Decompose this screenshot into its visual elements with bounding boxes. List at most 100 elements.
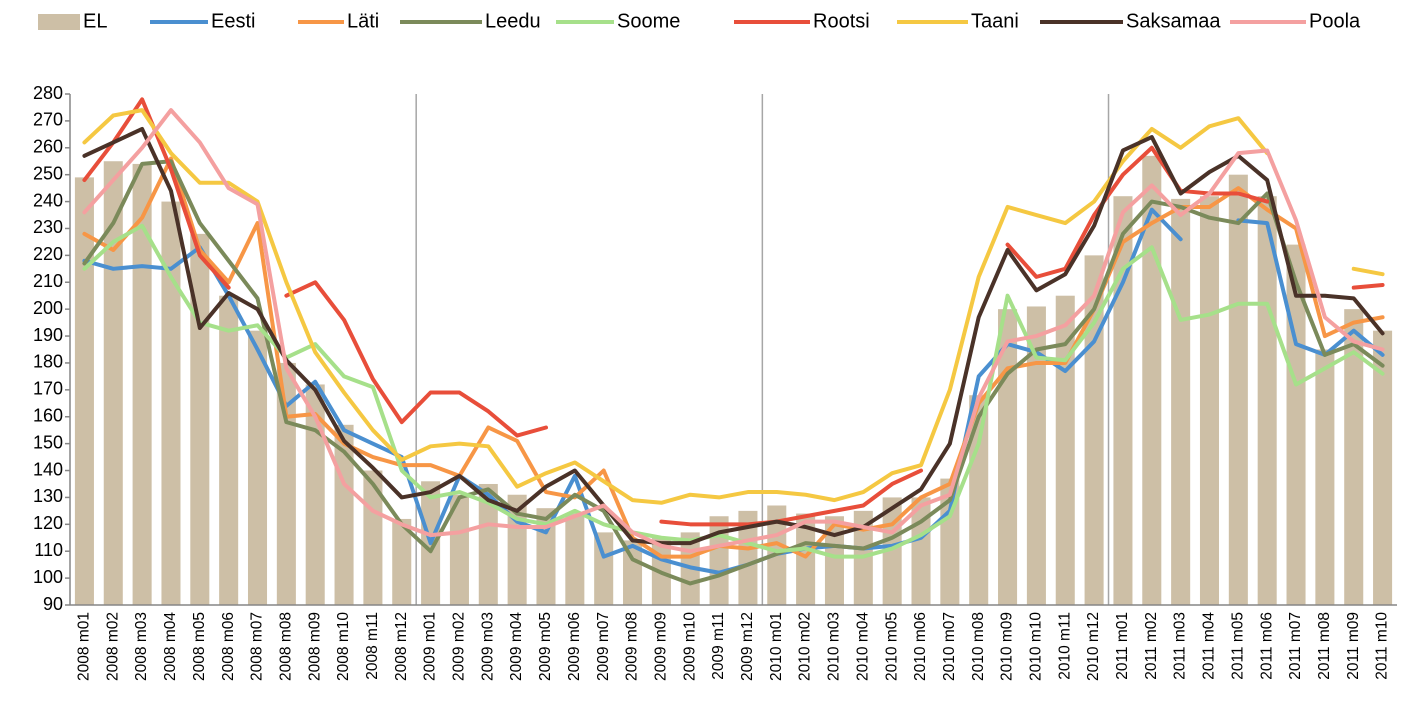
y-tick-label: 120 <box>33 513 63 533</box>
y-tick-label: 230 <box>33 217 63 237</box>
y-tick-label: 130 <box>33 486 63 506</box>
bar <box>940 478 960 605</box>
bar <box>1084 255 1104 606</box>
y-tick-label: 270 <box>33 110 63 130</box>
x-tick-label: 2011 m09 <box>1345 612 1362 680</box>
x-tick-label: 2010 m01 <box>768 612 785 681</box>
line <box>284 280 548 438</box>
line <box>82 223 1385 559</box>
legend-label: Rootsi <box>813 10 870 32</box>
line <box>82 126 1385 546</box>
x-tick-label: 2009 m01 <box>422 612 439 681</box>
bar <box>738 510 758 605</box>
line <box>1236 218 1385 357</box>
bar <box>190 233 210 605</box>
line <box>82 159 1385 586</box>
bar <box>74 177 94 605</box>
y-tick-label: 150 <box>33 432 63 452</box>
x-tick-label: 2011 m10 <box>1374 612 1391 680</box>
bar <box>824 516 844 605</box>
bar <box>247 330 268 605</box>
x-tick-label: 2010 m09 <box>999 612 1016 681</box>
bar <box>1344 309 1364 605</box>
y-tick-label: 260 <box>33 137 63 157</box>
legend-label: Eesti <box>211 10 255 32</box>
bar <box>1228 174 1248 605</box>
y-tick-label: 100 <box>33 567 63 587</box>
y-tick-label: 140 <box>33 459 63 479</box>
x-tick-label: 2009 m06 <box>566 612 583 681</box>
legend-label: Soome <box>617 10 680 32</box>
x-tick-label: 2009 m05 <box>537 612 554 681</box>
x-tick-label: 2011 m05 <box>1229 612 1246 680</box>
bar <box>565 513 585 605</box>
y-tick-label: 250 <box>33 163 63 183</box>
bar <box>305 384 325 605</box>
x-tick-label: 2008 m01 <box>76 612 93 681</box>
x-tick-label: 2008 m05 <box>191 612 208 681</box>
line <box>82 156 1385 559</box>
x-tick-label: 2011 m06 <box>1258 612 1275 680</box>
y-tick-label: 210 <box>33 271 63 291</box>
line <box>82 108 1385 554</box>
x-tick-label: 2011 m04 <box>1201 612 1218 680</box>
bar <box>1286 244 1306 605</box>
legend-label: Taani <box>971 10 1019 32</box>
bar <box>1055 295 1075 605</box>
x-tick-label: 2009 m10 <box>681 612 698 681</box>
bar <box>161 201 181 605</box>
x-tick-label: 2009 m08 <box>624 612 641 681</box>
x-tick-label: 2011 m07 <box>1287 612 1304 680</box>
bar <box>1026 306 1046 605</box>
line <box>1005 145 1270 279</box>
x-tick-label: 2010 m07 <box>941 612 958 681</box>
y-tick-label: 200 <box>33 298 63 318</box>
x-tick-label: 2008 m03 <box>133 612 150 681</box>
bar <box>478 483 498 605</box>
bar <box>796 513 816 605</box>
legend-swatch <box>38 14 80 30</box>
x-tick-label: 2010 m05 <box>883 612 900 681</box>
y-tick-label: 110 <box>34 540 63 560</box>
bar <box>1373 330 1393 605</box>
bar <box>594 532 614 605</box>
x-tick-label: 2010 m04 <box>854 612 871 681</box>
legend-label: Saksamaa <box>1126 10 1221 32</box>
legend-label: Läti <box>347 10 379 32</box>
line <box>1351 266 1385 277</box>
x-tick-label: 2009 m07 <box>595 612 612 681</box>
bar <box>103 161 123 605</box>
x-tick-label: 2011 m03 <box>1172 612 1189 680</box>
legend-label: Leedu <box>485 10 541 32</box>
bar <box>1142 155 1162 605</box>
bar <box>1315 349 1335 605</box>
bar <box>623 540 643 605</box>
x-tick-label: 2009 m03 <box>479 612 496 681</box>
legend-label: Poola <box>1309 10 1361 32</box>
x-tick-label: 2010 m02 <box>797 612 814 681</box>
bar <box>1171 198 1191 606</box>
x-tick-label: 2009 m02 <box>451 612 468 681</box>
y-tick-label: 170 <box>33 379 63 399</box>
x-tick-label: 2011 m02 <box>1143 612 1160 680</box>
x-tick-label: 2010 m11 <box>1056 612 1073 680</box>
x-tick-label: 2010 m10 <box>1027 612 1044 681</box>
line <box>1351 282 1385 290</box>
line <box>82 108 1270 505</box>
x-tick-label: 2008 m02 <box>104 612 121 681</box>
line <box>659 468 924 527</box>
x-tick-label: 2008 m06 <box>220 612 237 681</box>
bar <box>1199 196 1220 605</box>
x-tick-label: 2010 m06 <box>912 612 929 681</box>
x-tick-label: 2010 m08 <box>970 612 987 681</box>
bar <box>449 494 469 605</box>
x-tick-label: 2008 m11 <box>364 612 381 680</box>
y-tick-label: 180 <box>33 352 63 372</box>
y-tick-label: 220 <box>33 244 63 264</box>
x-tick-label: 2008 m08 <box>277 612 294 681</box>
bar <box>969 395 989 605</box>
bar <box>132 163 152 605</box>
bar <box>1113 196 1133 605</box>
y-tick-label: 190 <box>33 325 63 345</box>
